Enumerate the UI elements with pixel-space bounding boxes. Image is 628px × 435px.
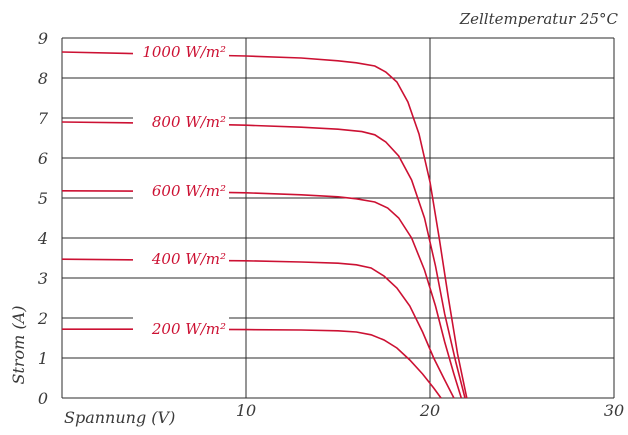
series-label-bg xyxy=(133,178,229,201)
y-tick-label: 7 xyxy=(38,109,49,128)
series-line xyxy=(61,51,468,399)
y-axis-title: Strom (A) xyxy=(9,306,28,385)
series-line xyxy=(61,190,463,399)
temperature-note: Zelltemperatur 25°C xyxy=(459,10,619,28)
grid xyxy=(61,37,615,399)
series-label: 600 W/m² xyxy=(152,182,226,200)
y-tick-label: 2 xyxy=(37,309,48,328)
series-label: 200 W/m² xyxy=(151,320,226,338)
series-label: 1000 W/m² xyxy=(142,43,226,61)
x-tick-labels: 10 20 30 xyxy=(236,401,624,420)
series-label: 800 W/m² xyxy=(152,113,226,131)
series-label-bg xyxy=(133,40,229,62)
y-tick-label: 0 xyxy=(38,389,48,408)
series-line xyxy=(61,258,455,399)
series-labels: 1000 W/m² 800 W/m² 600 W/m² 400 W/m² 200 W/m… xyxy=(133,40,229,340)
y-tick-label: 8 xyxy=(38,69,48,88)
x-axis-title: Spannung (V) xyxy=(64,408,175,427)
series-label-bg xyxy=(133,247,229,270)
y-tick-label: 3 xyxy=(38,269,48,288)
series-label-bg xyxy=(133,317,229,340)
y-tick-label: 1 xyxy=(38,349,48,368)
x-tick-label: 30 xyxy=(604,401,624,420)
series-line xyxy=(61,121,466,399)
y-tick-label: 9 xyxy=(38,29,48,48)
y-tick-label: 5 xyxy=(38,189,48,208)
series-line xyxy=(62,328,442,399)
y-tick-labels: 0 1 2 3 4 5 6 7 8 9 xyxy=(37,29,49,408)
series-label-bg xyxy=(133,110,229,132)
curves xyxy=(61,51,468,399)
series-label: 400 W/m² xyxy=(151,250,226,268)
x-tick-label: 20 xyxy=(419,401,440,420)
y-tick-label: 6 xyxy=(38,149,48,168)
y-tick-label: 4 xyxy=(37,229,48,248)
x-tick-label: 10 xyxy=(236,401,256,420)
